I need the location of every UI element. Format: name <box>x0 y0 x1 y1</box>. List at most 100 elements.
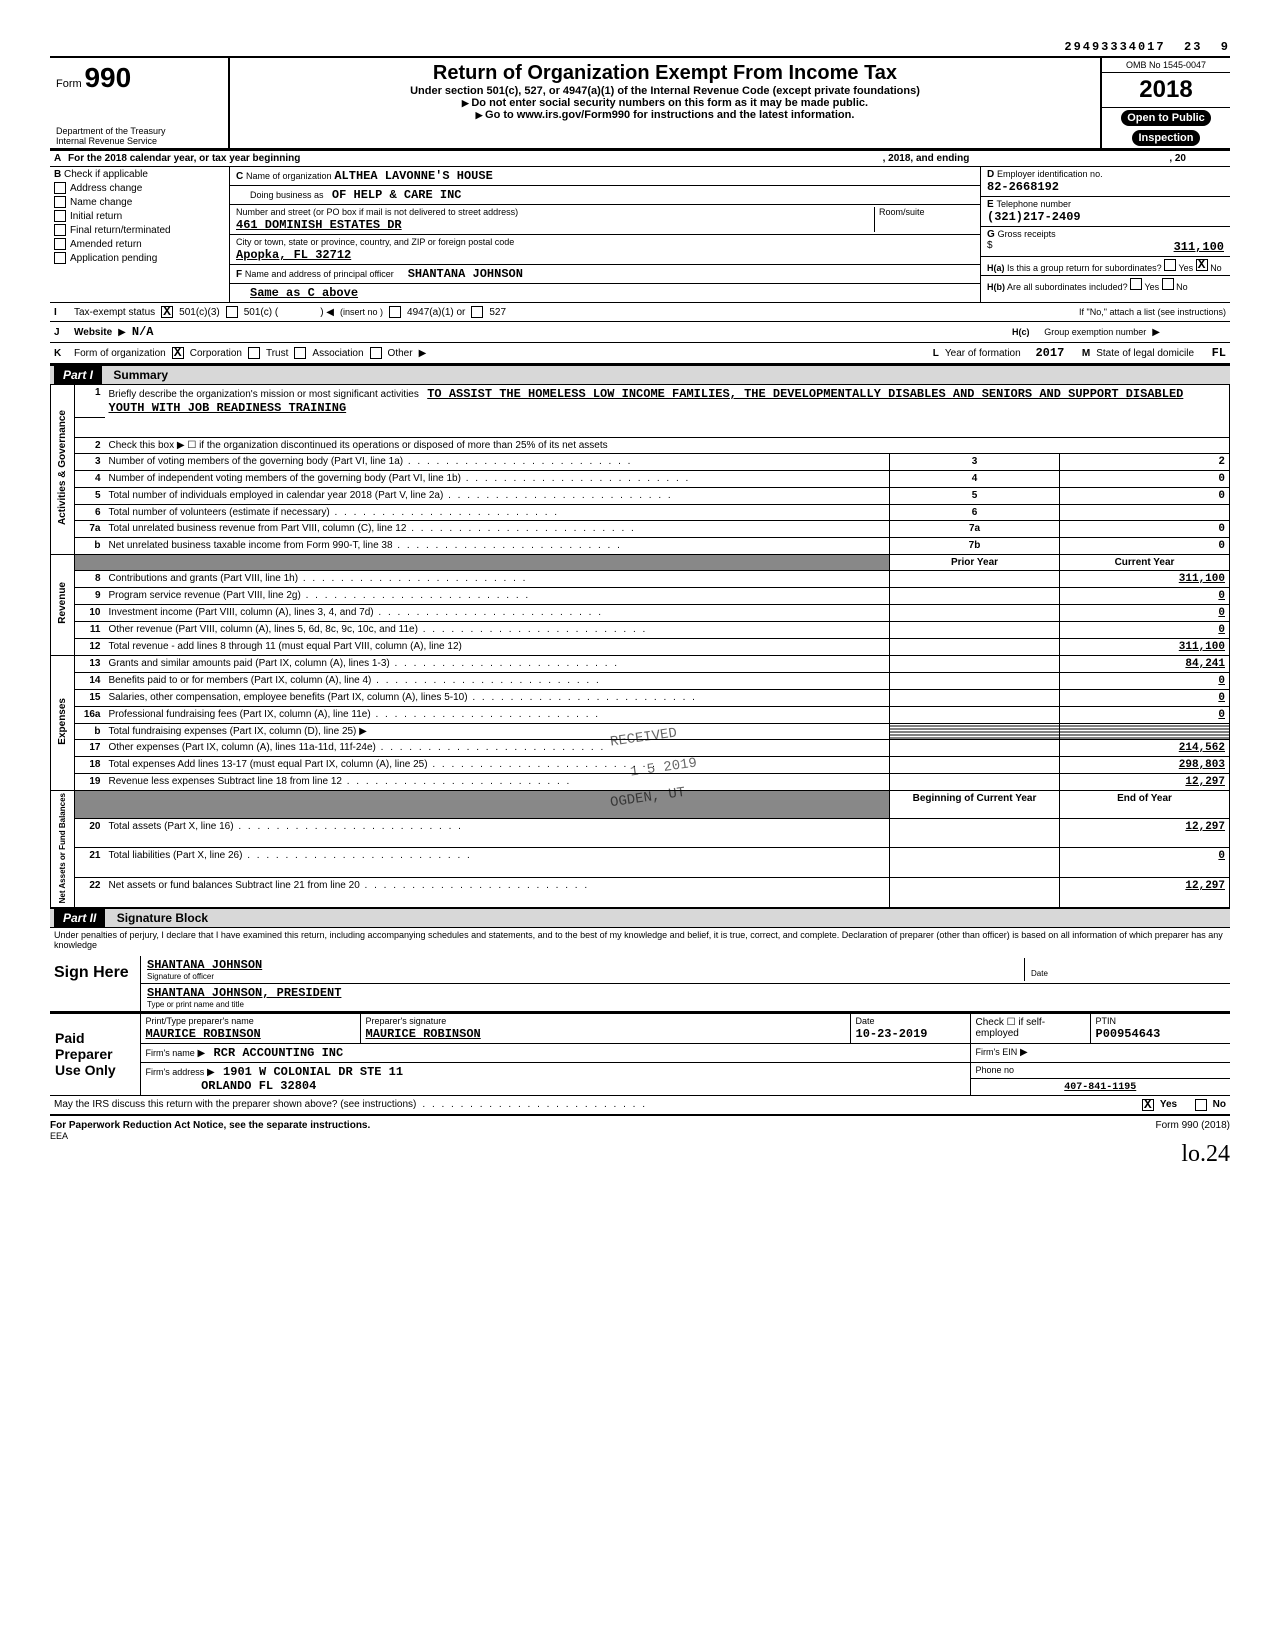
n22-d: Net assets or fund balances Subtract lin… <box>109 880 360 891</box>
lbl-name-change: Name change <box>70 197 132 208</box>
signature-area: Sign Here SHANTANA JOHNSON Signature of … <box>50 952 1230 1013</box>
discuss-no: No <box>1213 1099 1226 1110</box>
firm-ein-label: Firm's EIN <box>976 1047 1018 1057</box>
e16a-p <box>890 706 1060 723</box>
letter-i: I <box>54 307 68 318</box>
yes1: Yes <box>1178 263 1193 273</box>
ln4-d: Number of independent voting members of … <box>109 473 461 484</box>
r8-n: 8 <box>75 570 105 587</box>
e15-c: 0 <box>1060 689 1230 706</box>
room-label: Room/suite <box>879 207 925 217</box>
501c3-label: 501(c)(3) <box>179 307 220 318</box>
row-a-calendar: A For the 2018 calendar year, or tax yea… <box>50 151 1230 167</box>
n22-p <box>890 878 1060 908</box>
yes2: Yes <box>1144 282 1159 292</box>
no1: No <box>1210 263 1222 273</box>
e16a-n: 16a <box>75 706 105 723</box>
inspection-label: Inspection <box>1132 130 1199 146</box>
officer-addr: Same as C above <box>250 286 358 300</box>
cb-501c[interactable] <box>226 306 238 318</box>
letter-f: F <box>236 269 242 280</box>
ln3-n: 3 <box>75 453 105 470</box>
city-value: Apopka, FL 32712 <box>236 248 351 262</box>
r8-d: Contributions and grants (Part VIII, lin… <box>109 573 299 584</box>
part-2-header: Part II Signature Block <box>50 908 1230 928</box>
e16b-p <box>890 723 1060 739</box>
form-990-page: 29493334017 23 9 Form 990 Department of … <box>50 40 1230 1168</box>
e16b-c <box>1060 723 1230 739</box>
form-label: Form <box>56 78 82 90</box>
letter-j: J <box>54 327 68 338</box>
cb-hb-no[interactable] <box>1162 278 1174 290</box>
cb-501c3[interactable] <box>161 306 173 318</box>
letter-d: D <box>987 169 994 180</box>
lbl-initial-return: Initial return <box>70 211 122 222</box>
r10-p <box>890 604 1060 621</box>
cb-527[interactable] <box>471 306 483 318</box>
r12-p <box>890 638 1060 655</box>
row-form-org: K Form of organization Corporation Trust… <box>50 343 1230 365</box>
r10-n: 10 <box>75 604 105 621</box>
domicile-value: FL <box>1212 346 1226 360</box>
cb-name-change[interactable] <box>54 196 66 208</box>
tel-value: (321)217-2409 <box>987 210 1081 224</box>
cb-assoc[interactable] <box>294 347 306 359</box>
cb-4947[interactable] <box>389 306 401 318</box>
cb-pending[interactable] <box>54 252 66 264</box>
officer-name-sub: Type or print name and title <box>147 1000 341 1009</box>
letter-e: E <box>987 199 994 210</box>
officer-name-title: SHANTANA JOHNSON, PRESIDENT <box>147 986 341 1000</box>
side-net-assets: Net Assets or Fund Balances <box>51 790 75 907</box>
sig-block-label: Signature Block <box>117 911 208 925</box>
letter-hb: H(b) <box>987 282 1005 292</box>
domicile-label: State of legal domicile <box>1096 348 1194 359</box>
city-label: City or town, state or province, country… <box>236 237 514 247</box>
footer-row: For Paperwork Reduction Act Notice, see … <box>50 1116 1230 1131</box>
summary-label: Summary <box>113 368 168 382</box>
cb-amended[interactable] <box>54 238 66 250</box>
cb-discuss-no[interactable] <box>1195 1099 1207 1111</box>
sign-here-label: Sign Here <box>50 956 140 1011</box>
ln5-n: 5 <box>75 487 105 504</box>
street-value: 461 DOMINISH ESTATES DR <box>236 218 402 232</box>
letter-b: B <box>54 169 61 180</box>
ln4-v: 0 <box>1060 470 1230 487</box>
r11-d: Other revenue (Part VIII, column (A), li… <box>109 624 418 635</box>
side-expenses: Expenses <box>51 655 75 790</box>
e17-p <box>890 739 1060 756</box>
r10-c: 0 <box>1060 604 1230 621</box>
cb-ha-yes[interactable] <box>1164 259 1176 271</box>
dba-label: Doing business as <box>250 190 324 200</box>
cb-other[interactable] <box>370 347 382 359</box>
ln7a-v: 0 <box>1060 520 1230 537</box>
prep-name-label: Print/Type preparer's name <box>146 1016 254 1026</box>
form-subtitle: Under section 501(c), 527, or 4947(a)(1)… <box>240 85 1090 97</box>
ein-value: 82-2668192 <box>987 180 1059 194</box>
discuss-text: May the IRS discuss this return with the… <box>54 1099 416 1110</box>
open-to-public: Open to Public <box>1121 110 1211 126</box>
prior-year-label: Prior Year <box>890 554 1060 570</box>
letter-hc: H(c) <box>1012 327 1030 337</box>
dept-irs: Internal Revenue Service <box>56 136 222 146</box>
cb-discuss-yes[interactable] <box>1142 1099 1154 1111</box>
cb-hb-yes[interactable] <box>1130 278 1142 290</box>
cb-initial-return[interactable] <box>54 210 66 222</box>
cb-corp[interactable] <box>172 347 184 359</box>
other-label: Other <box>388 348 413 359</box>
e18-n: 18 <box>75 756 105 773</box>
ln3-v: 2 <box>1060 453 1230 470</box>
letter-m: M <box>1082 348 1090 359</box>
e19-c: 12,297 <box>1060 773 1230 790</box>
cb-final-return[interactable] <box>54 224 66 236</box>
cb-trust[interactable] <box>248 347 260 359</box>
assoc-label: Association <box>312 348 363 359</box>
cb-address-change[interactable] <box>54 182 66 194</box>
hb-label: Are all subordinates included? <box>1007 282 1128 292</box>
501c-label: 501(c) ( <box>244 307 278 318</box>
cb-ha-no[interactable] <box>1196 259 1208 271</box>
row-a-text1: For the 2018 calendar year, or tax year … <box>68 153 300 164</box>
n21-c: 0 <box>1060 848 1230 878</box>
firm-addr2: ORLANDO FL 32804 <box>201 1079 316 1093</box>
e15-d: Salaries, other compensation, employee b… <box>109 692 468 703</box>
eoy-label: End of Year <box>1060 790 1230 818</box>
